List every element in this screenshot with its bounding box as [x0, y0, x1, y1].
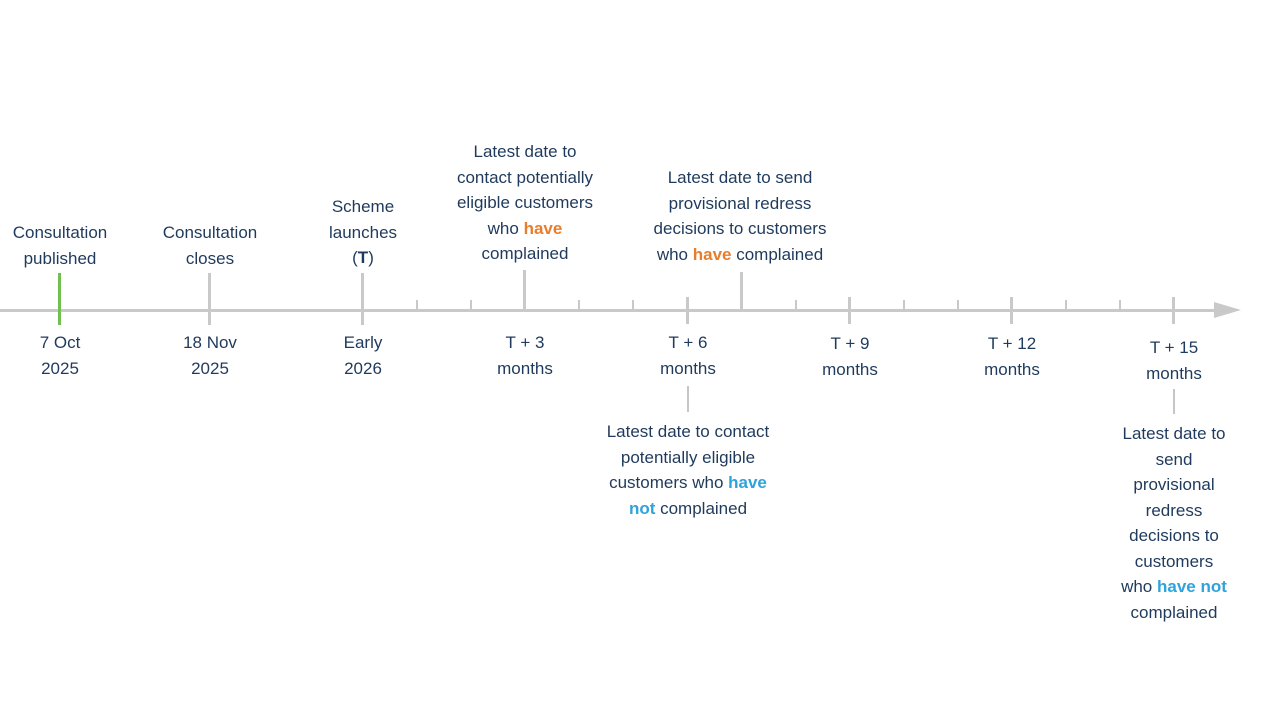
label-emphasis-have: have	[523, 218, 563, 238]
minor-tick	[632, 300, 634, 310]
tick-t-plus-15	[1172, 297, 1175, 324]
axis-label-18-nov-2025: 18 Nov 2025	[183, 333, 237, 378]
label-text: complained	[731, 244, 824, 264]
minor-tick	[1065, 300, 1067, 310]
tick-t-plus-9	[848, 297, 851, 324]
minor-tick	[1119, 300, 1121, 310]
axis-label-t-plus-6: T + 6 months	[660, 333, 716, 378]
minor-tick	[903, 300, 905, 310]
connector-redress-complained	[740, 272, 743, 310]
label-contact-complained: Latest date to contact potentially eligi…	[457, 139, 593, 267]
tick-scheme-launches	[361, 273, 364, 325]
label-scheme-launches: Scheme launches (T)	[329, 194, 397, 271]
label-emphasis-have: have	[692, 244, 732, 264]
label-text: Latest date to send provisional redress …	[653, 168, 827, 264]
label-emphasis-have-not: have not	[1157, 577, 1227, 596]
tick-t-plus-12	[1010, 297, 1013, 324]
axis-label-t-plus-9: T + 9 months	[822, 334, 878, 379]
label-redress-not-complained: Latest date to send provisional redress …	[1121, 421, 1227, 625]
tick-t-plus-3	[523, 270, 526, 312]
axis-label-early-2026: Early 2026	[343, 333, 383, 378]
label-emphasis-have-not: have not	[628, 473, 767, 518]
minor-tick	[795, 300, 797, 310]
label-emphasis-t: T	[357, 248, 369, 267]
label-text: Latest date to send provisional redress …	[1121, 424, 1226, 596]
axis-label-7-oct-2025: 7 Oct 2025	[39, 333, 81, 378]
tick-consultation-closes	[208, 273, 211, 325]
axis-label-t-plus-3: T + 3 months	[497, 333, 553, 378]
axis-label-t-plus-15: T + 15 months	[1146, 338, 1202, 383]
connector-contact-not-complained	[687, 386, 689, 412]
timeline-axis	[0, 309, 1216, 312]
label-text: complained	[481, 244, 569, 263]
minor-tick	[416, 300, 418, 310]
timeline-arrowhead-icon	[1214, 302, 1241, 318]
label-redress-complained: Latest date to send provisional redress …	[654, 165, 827, 267]
label-text: Latest date to contact potentially eligi…	[606, 422, 770, 492]
label-text: )	[368, 248, 374, 267]
label-text: Latest date to contact potentially eligi…	[456, 142, 594, 238]
axis-label-t-plus-12: T + 12 months	[984, 334, 1040, 379]
minor-tick	[578, 300, 580, 310]
label-consultation-closes: Consultation closes	[162, 223, 258, 268]
minor-tick	[957, 300, 959, 310]
label-contact-not-complained: Latest date to contact potentially eligi…	[607, 419, 770, 521]
tick-consultation-published	[58, 273, 61, 325]
label-text: complained	[655, 498, 748, 518]
label-text: complained	[1130, 602, 1218, 622]
connector-redress-not-complained	[1173, 389, 1175, 414]
minor-tick	[470, 300, 472, 310]
label-text: Scheme launches (	[328, 197, 398, 267]
tick-t-plus-6	[686, 297, 689, 324]
label-consultation-published: Consultation published	[12, 223, 108, 268]
